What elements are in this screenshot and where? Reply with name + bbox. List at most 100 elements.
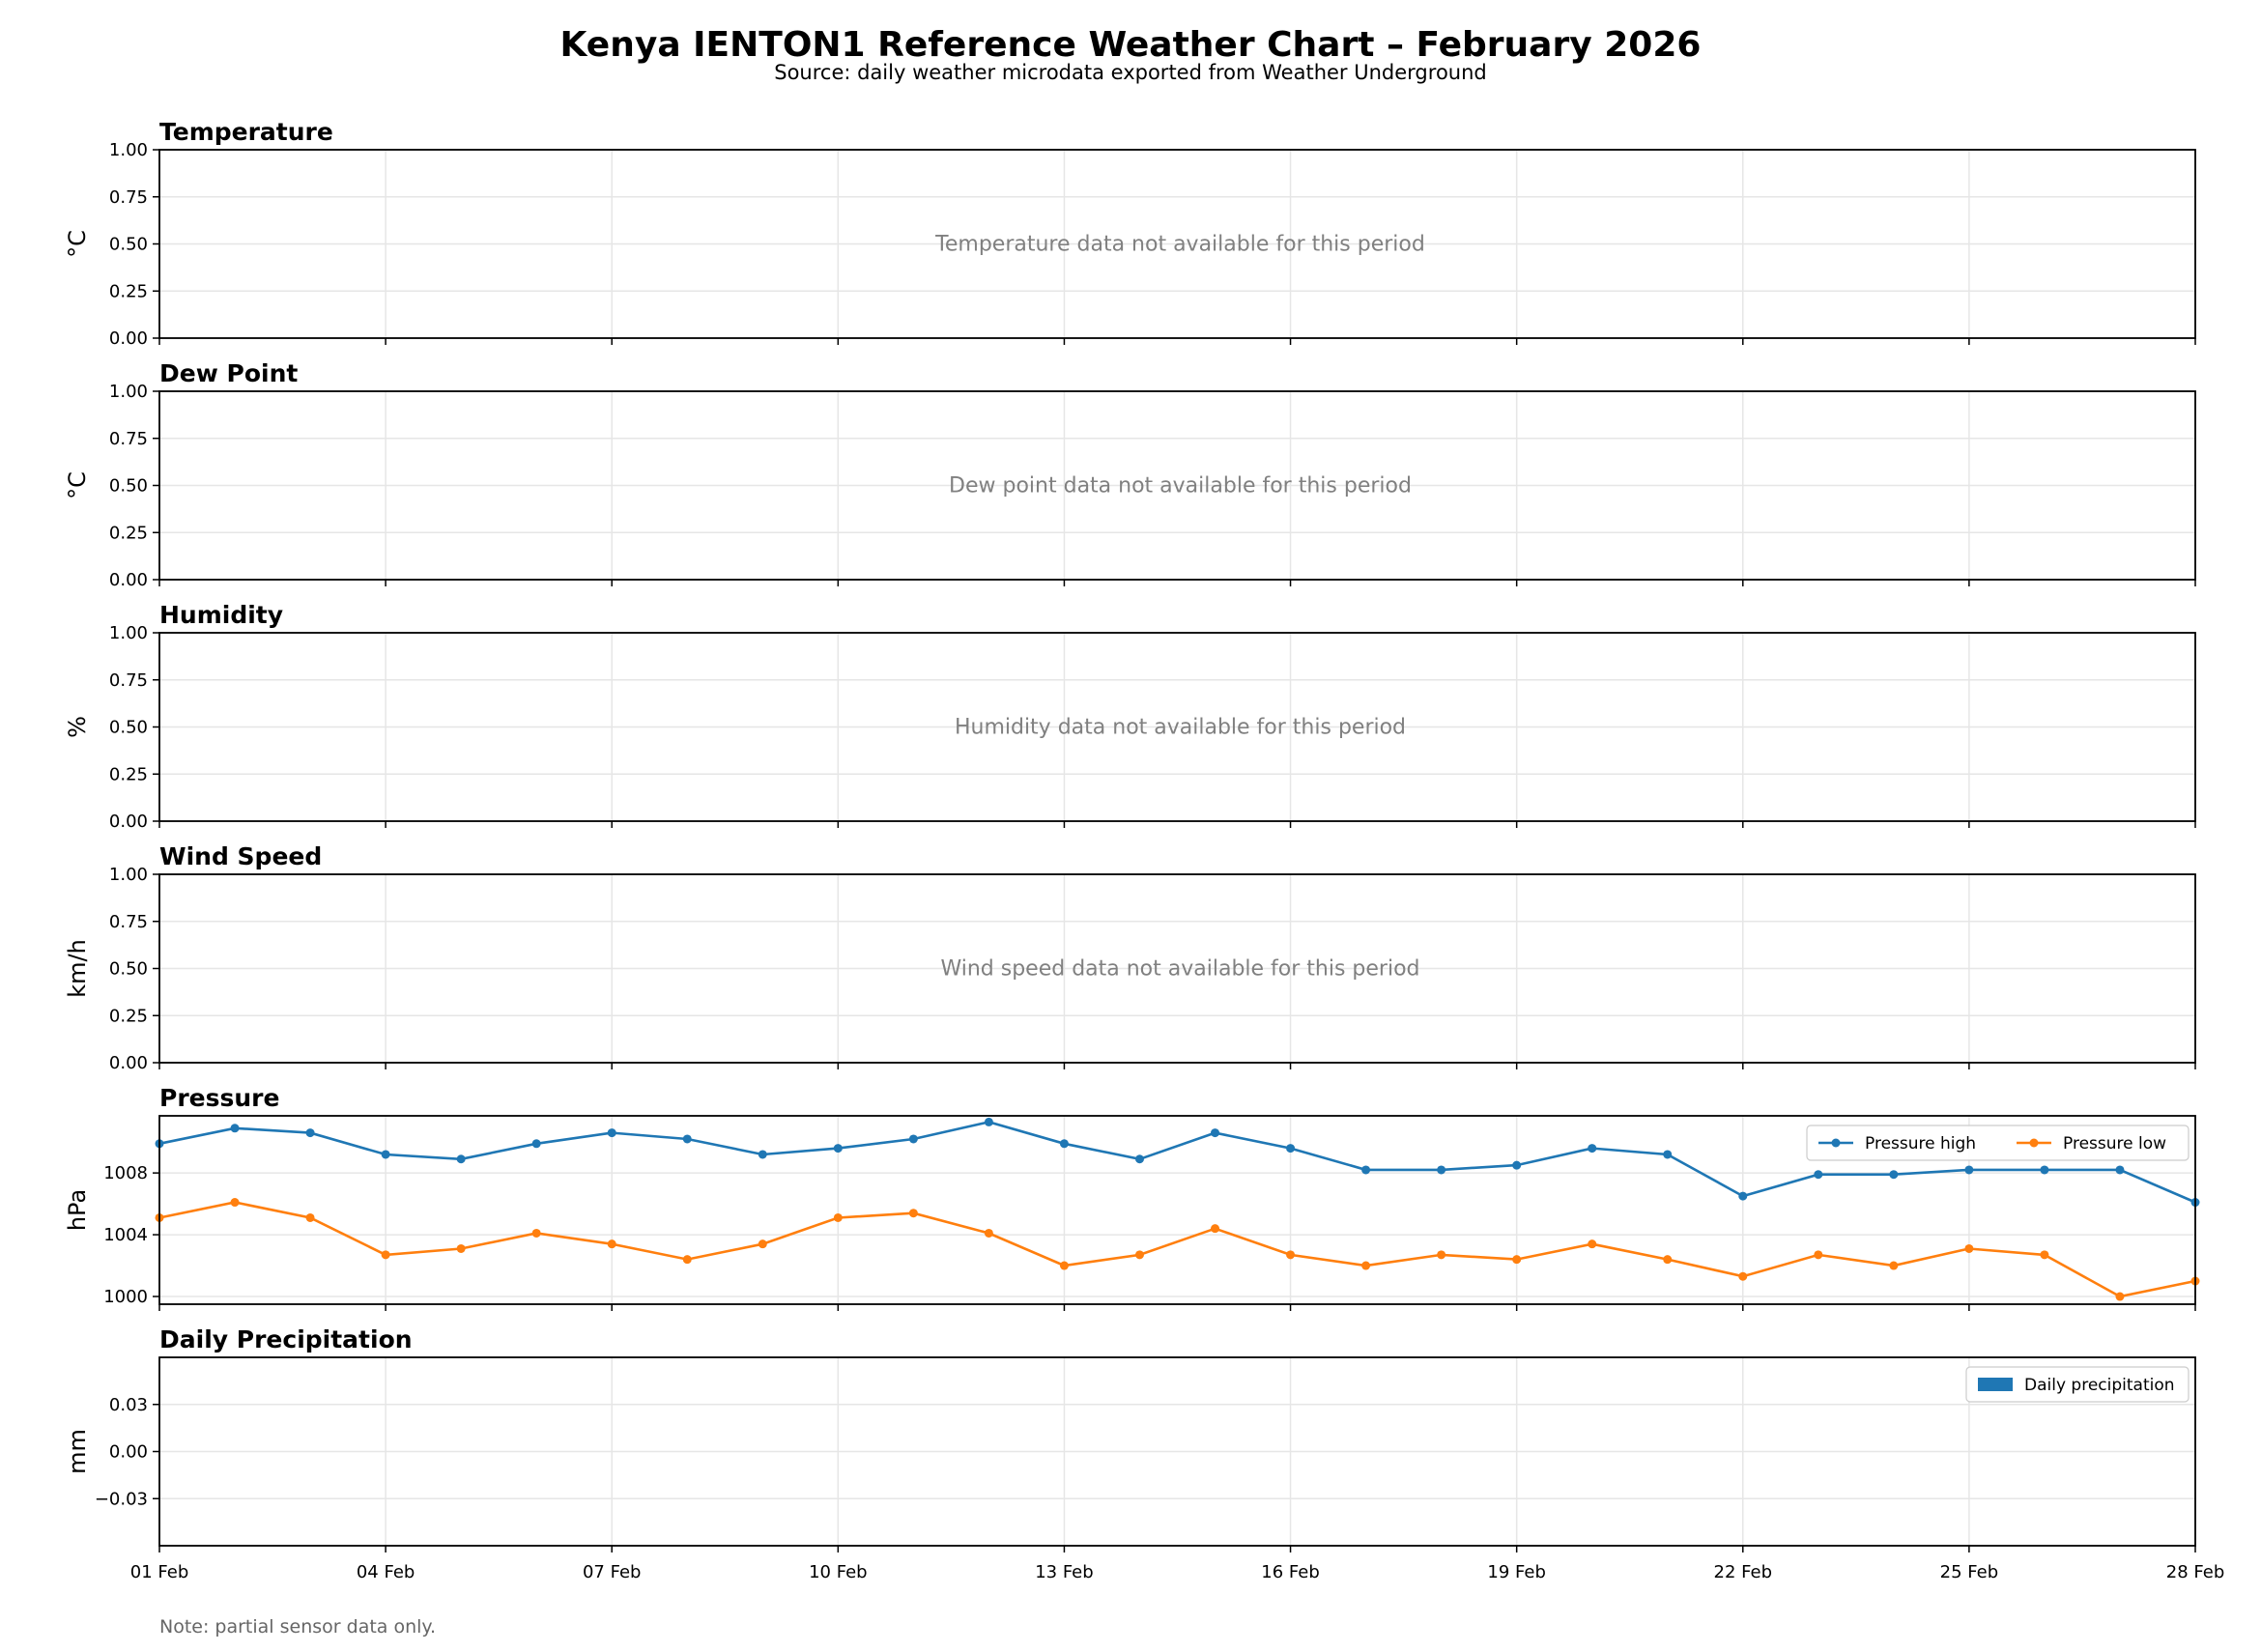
data-point — [531, 1228, 541, 1238]
y-axis-label: mm — [64, 1429, 91, 1474]
legend-marker — [2029, 1138, 2039, 1148]
data-point — [1059, 1261, 1069, 1270]
panel-dew-point: 0.00 0.25 0.50 0.75 1.00 Dew Point °C Dew point… — [64, 359, 2196, 590]
data-point — [1134, 1154, 1144, 1164]
y-tick-label: 1.00 — [109, 865, 148, 885]
x-tick-label: 28 Feb — [2166, 1562, 2225, 1582]
data-point — [2040, 1250, 2049, 1260]
chart-title: Kenya IENTON1 Reference Weather Chart – … — [560, 25, 1702, 65]
panel-temperature: 0.00 0.25 0.50 0.75 1.00 Temperature °C Tempera… — [64, 118, 2196, 349]
legend-label: Pressure low — [2063, 1134, 2166, 1154]
data-point — [607, 1128, 616, 1138]
data-point — [1211, 1224, 1220, 1234]
legend-marker — [1831, 1138, 1841, 1148]
y-tick-label: −0.03 — [95, 1489, 148, 1509]
y-tick-label: 0.25 — [109, 1006, 148, 1026]
data-point — [456, 1154, 466, 1164]
panel-frame — [158, 632, 2196, 822]
y-axis-label: % — [64, 716, 91, 738]
data-point — [1889, 1261, 1899, 1270]
series-line-pressure-high — [158, 1121, 2196, 1204]
panel-title: Wind Speed — [159, 842, 322, 870]
data-point — [1588, 1144, 1597, 1154]
data-point — [1211, 1128, 1220, 1138]
data-point — [908, 1209, 918, 1218]
y-tick-label: 0.25 — [109, 764, 148, 784]
legend-box — [1965, 1366, 2189, 1403]
data-point — [1663, 1255, 1673, 1265]
data-point — [984, 1117, 993, 1126]
legend-label: Pressure high — [1865, 1134, 1976, 1154]
panel-frame — [158, 1356, 2196, 1547]
data-point — [1512, 1255, 1522, 1265]
y-tick-label: 1.00 — [109, 382, 148, 402]
x-tick-label: 25 Feb — [1940, 1562, 1999, 1582]
y-tick-label: 0.00 — [109, 328, 148, 349]
panel-wind-speed: 0.00 0.25 0.50 0.75 1.00 Wind Speed km/h Wind s… — [64, 842, 2196, 1073]
x-tick-label: 07 Feb — [583, 1562, 642, 1582]
series-line-pressure-low — [158, 1201, 2196, 1298]
y-tick-label: 0.50 — [109, 718, 148, 738]
data-point — [1134, 1250, 1144, 1260]
legend-label: Daily precipitation — [2024, 1376, 2175, 1395]
data-point — [1059, 1139, 1069, 1149]
panel-frame — [158, 1115, 2196, 1305]
data-point — [1738, 1271, 1748, 1281]
no-data-message: Humidity data not available for this per… — [955, 716, 1406, 740]
data-point — [456, 1243, 466, 1253]
y-axis-label: km/h — [64, 939, 91, 998]
panel-title: Daily Precipitation — [159, 1325, 413, 1353]
no-data-message: Dew point data not available for this pe… — [949, 474, 1412, 498]
panel-humidity: 0.00 0.25 0.50 0.75 1.00 Humidity% Humidity da… — [64, 601, 2196, 832]
y-tick-label: 0.00 — [109, 570, 148, 590]
data-point — [682, 1255, 692, 1265]
data-point — [1738, 1191, 1748, 1201]
data-point — [1437, 1165, 1446, 1175]
data-point — [1964, 1243, 1974, 1253]
data-point — [607, 1239, 616, 1249]
y-tick-label: 0.00 — [109, 1053, 148, 1073]
data-point — [1361, 1261, 1371, 1270]
y-tick-label: 1004 — [103, 1225, 148, 1245]
y-tick-label: 1000 — [103, 1287, 148, 1307]
legend-swatch — [1978, 1378, 2013, 1391]
x-tick-label: 22 Feb — [1714, 1562, 1773, 1582]
panel-title: Temperature — [159, 118, 333, 146]
data-point — [2040, 1165, 2049, 1175]
data-point — [1361, 1165, 1371, 1175]
data-point — [230, 1124, 240, 1133]
y-tick-label: 0.00 — [109, 1442, 148, 1463]
legend: Pressure high Pressure low — [1806, 1125, 2189, 1161]
data-point — [1588, 1239, 1597, 1249]
y-tick-label: 0.25 — [109, 281, 148, 301]
x-tick-label: 13 Feb — [1035, 1562, 1094, 1582]
data-point — [833, 1212, 843, 1222]
y-tick-label: 0.75 — [109, 429, 148, 449]
y-tick-label: 0.00 — [109, 812, 148, 832]
y-tick-label: 1.00 — [109, 623, 148, 643]
y-tick-label: 0.75 — [109, 670, 148, 691]
panel-daily-precipitation: −0.03 0.00 0.03 01 Feb 04 Feb 07 Feb 10 Feb 13 … — [64, 1325, 2224, 1582]
chart-panels: 0.00 0.25 0.50 0.75 1.00 Temperature °C Tempera… — [64, 118, 2224, 1582]
panel-frame — [158, 390, 2196, 581]
data-point — [2115, 1165, 2125, 1175]
x-tick-label: 10 Feb — [809, 1562, 868, 1582]
y-tick-label: 0.50 — [109, 476, 148, 497]
no-data-message: Wind speed data not available for this p… — [940, 957, 1419, 982]
panel-frame — [158, 873, 2196, 1064]
y-tick-label: 0.25 — [109, 523, 148, 543]
data-point — [2115, 1292, 2125, 1301]
data-point — [1512, 1160, 1522, 1170]
data-point — [758, 1150, 767, 1159]
data-point — [531, 1139, 541, 1149]
chart-subtitle: Source: daily weather microdata exported… — [774, 61, 1487, 84]
panel-title: Humidity — [159, 601, 283, 629]
data-point — [305, 1128, 315, 1138]
panel-frame — [158, 149, 2196, 339]
data-point — [908, 1134, 918, 1144]
x-tick-label: 01 Feb — [130, 1562, 189, 1582]
data-point — [1814, 1170, 1823, 1180]
y-tick-label: 0.75 — [109, 187, 148, 208]
data-point — [984, 1228, 993, 1238]
